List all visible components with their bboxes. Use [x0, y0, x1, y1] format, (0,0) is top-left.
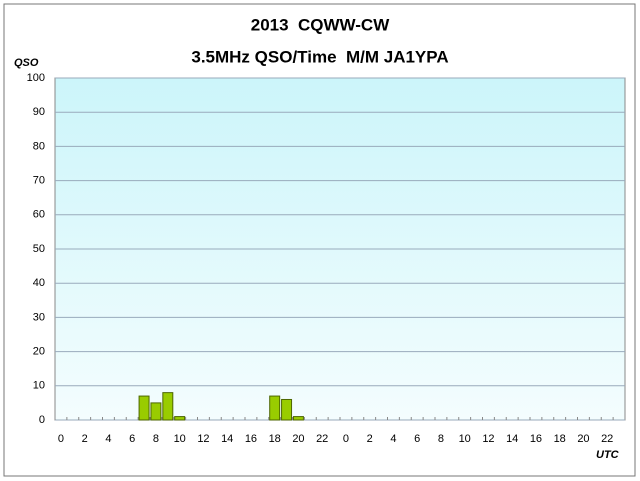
x-tick-label: 0: [58, 433, 64, 445]
x-tick-label: 0: [343, 433, 349, 445]
y-tick-label: 80: [33, 140, 45, 152]
chart-title: 2013 CQWW-CW: [251, 15, 390, 34]
bar: [138, 395, 150, 421]
x-tick-label: 10: [174, 433, 186, 445]
x-axis-label: UTC: [596, 449, 620, 461]
bar: [150, 402, 162, 421]
y-tick-label: 100: [27, 72, 45, 84]
x-tick-label: 14: [506, 433, 518, 445]
x-tick-label: 2: [367, 433, 373, 445]
x-tick-label: 20: [292, 433, 304, 445]
x-tick-label: 16: [245, 433, 257, 445]
x-tick-label: 18: [269, 433, 281, 445]
bar: [174, 416, 186, 421]
x-tick-label: 16: [530, 433, 542, 445]
bar: [162, 392, 174, 421]
x-tick-label: 14: [221, 433, 233, 445]
y-tick-label: 40: [33, 277, 45, 289]
x-tick-label: 10: [459, 433, 471, 445]
y-tick-label: 60: [33, 209, 45, 221]
x-tick-label: 12: [197, 433, 209, 445]
x-tick-label: 8: [153, 433, 159, 445]
x-tick-label: 8: [438, 433, 444, 445]
x-tick-label: 4: [390, 433, 396, 445]
x-tick-label: 4: [105, 433, 111, 445]
y-axis-label: QSO: [14, 57, 39, 69]
x-tick-label: 6: [414, 433, 420, 445]
y-tick-label: 70: [33, 175, 45, 187]
x-tick-label: 18: [554, 433, 566, 445]
y-tick-label: 20: [33, 346, 45, 358]
x-tick-label: 22: [601, 433, 613, 445]
bar: [292, 416, 304, 421]
y-tick-label: 90: [33, 106, 45, 118]
bar: [269, 395, 281, 421]
x-tick-label: 12: [482, 433, 494, 445]
x-tick-label: 2: [82, 433, 88, 445]
chart-subtitle: 3.5MHz QSO/Time M/M JA1YPA: [191, 47, 448, 66]
x-tick-label: 6: [129, 433, 135, 445]
y-tick-label: 0: [39, 414, 45, 426]
x-tick-label: 20: [577, 433, 589, 445]
y-tick-label: 50: [33, 243, 45, 255]
y-tick-label: 10: [33, 380, 45, 392]
y-tick-label: 30: [33, 311, 45, 323]
x-tick-label: 22: [316, 433, 328, 445]
bar: [281, 398, 293, 421]
